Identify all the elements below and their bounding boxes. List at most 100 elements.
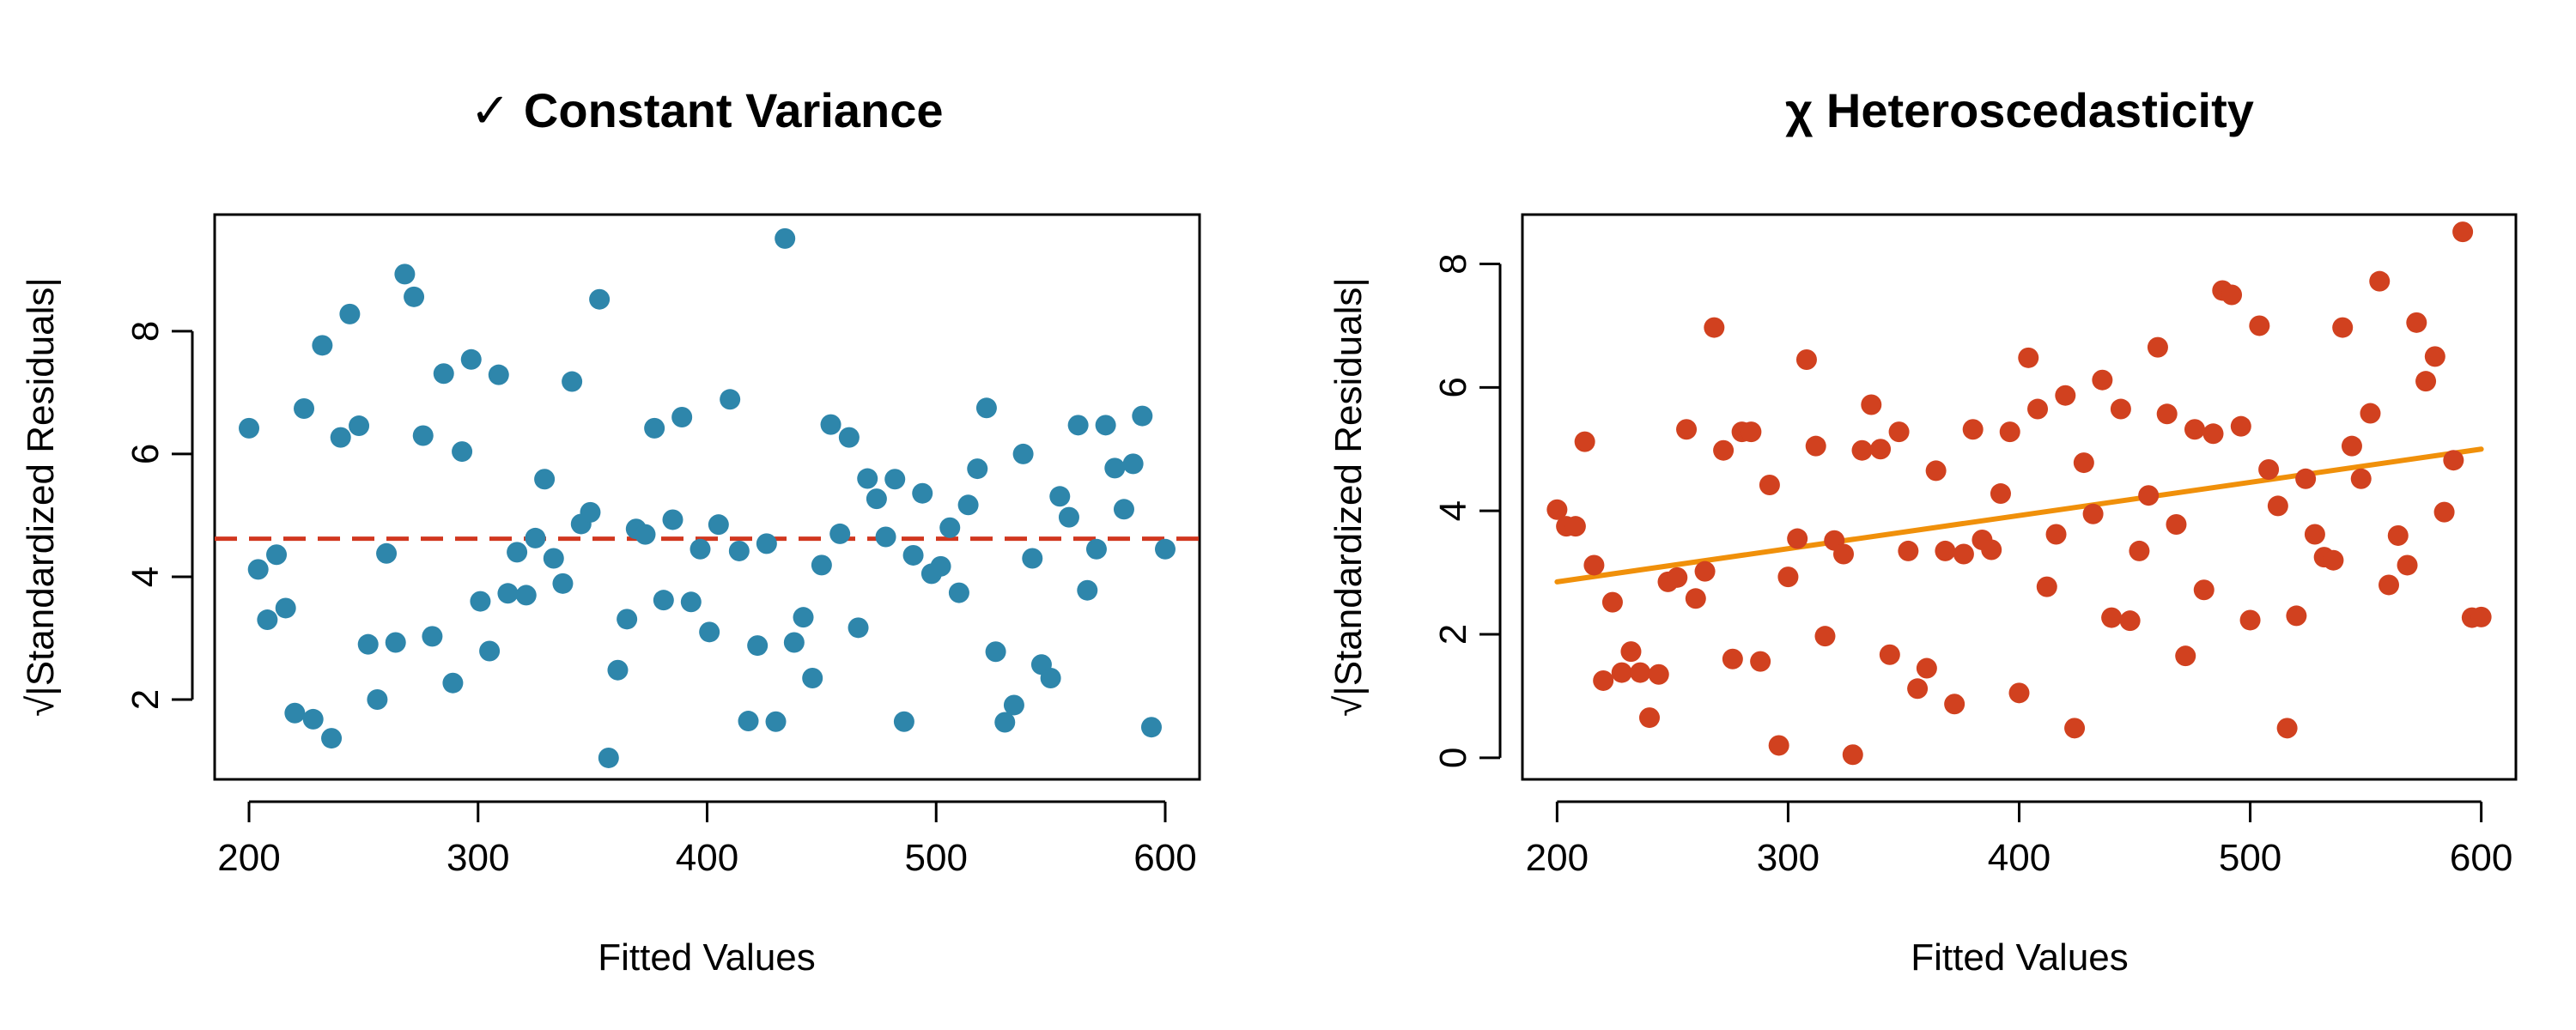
trend-line xyxy=(1554,446,2484,585)
chart-title: χ Heteroscedasticity xyxy=(1785,83,2254,137)
data-point xyxy=(1104,457,1126,479)
data-point xyxy=(975,397,997,419)
data-point xyxy=(2433,501,2455,523)
y-tick-label: 2 xyxy=(1432,624,1474,645)
data-point xyxy=(1759,474,1780,495)
data-point xyxy=(811,554,832,576)
data-point xyxy=(2156,403,2178,425)
data-point xyxy=(2082,503,2104,524)
data-point xyxy=(2147,336,2168,358)
x-tick-label: 400 xyxy=(676,837,738,879)
data-point xyxy=(2110,398,2131,420)
data-point xyxy=(2369,270,2391,292)
x-tick-label: 500 xyxy=(905,837,968,879)
data-point xyxy=(2055,385,2076,406)
data-point xyxy=(2406,312,2427,333)
data-point xyxy=(1935,540,1956,561)
data-point xyxy=(2360,403,2381,424)
data-point xyxy=(239,417,260,439)
data-point xyxy=(534,469,556,490)
data-point xyxy=(2008,682,2030,704)
data-point xyxy=(2350,468,2372,489)
data-point xyxy=(515,585,537,606)
data-point xyxy=(1140,717,1162,738)
data-point xyxy=(644,417,665,439)
data-point xyxy=(884,469,906,490)
data-point xyxy=(1022,548,1043,569)
data-point xyxy=(738,711,759,732)
data-point xyxy=(1750,651,1771,672)
data-point xyxy=(275,597,296,619)
y-axis-label: √|Standardized Residuals| xyxy=(1327,277,1370,717)
y-tick-label: 8 xyxy=(125,321,167,342)
x-axis: 200 300 400 500 600 xyxy=(217,800,1197,879)
chart-title: ✓ Constant Variance xyxy=(470,83,943,137)
data-point xyxy=(2092,369,2113,391)
data-point xyxy=(349,415,370,437)
data-point xyxy=(385,632,406,653)
data-point xyxy=(552,573,574,594)
data-point xyxy=(1851,439,1873,461)
data-point xyxy=(1704,317,1725,338)
data-point xyxy=(1574,431,1595,452)
x-tick-label: 400 xyxy=(1988,837,2050,879)
data-point xyxy=(2323,549,2344,571)
data-point xyxy=(2045,524,2067,545)
data-point xyxy=(1805,435,1826,457)
data-point xyxy=(2397,554,2418,576)
data-point xyxy=(1085,538,1107,560)
y-axis: 0 2 4 6 8 xyxy=(1432,253,1502,768)
data-point xyxy=(1095,415,1116,436)
data-point xyxy=(783,632,805,653)
data-point xyxy=(1768,735,1789,756)
data-point xyxy=(422,626,443,647)
data-point xyxy=(635,524,656,545)
data-point xyxy=(902,544,924,566)
data-point xyxy=(2101,607,2123,628)
x-axis-label: Fitted Values xyxy=(1911,936,2129,978)
plot-frame xyxy=(213,213,1201,781)
data-point xyxy=(312,335,333,356)
data-point xyxy=(1833,543,1855,565)
data-point xyxy=(321,728,343,749)
data-point xyxy=(2073,452,2094,474)
y-axis: 2 4 6 8 xyxy=(125,321,194,710)
data-point xyxy=(497,583,519,604)
data-point xyxy=(1990,483,2011,505)
data-point xyxy=(1713,439,1735,461)
data-point xyxy=(284,702,306,724)
data-point xyxy=(2470,606,2492,627)
data-point xyxy=(793,607,814,628)
data-point xyxy=(957,494,979,516)
data-point xyxy=(2424,346,2445,367)
chart-panel-heteroscedasticity: χ Heteroscedasticity 200 300 400 500 600 0 2 4… xyxy=(1327,83,2518,978)
data-point xyxy=(2018,347,2039,368)
data-point xyxy=(433,363,454,385)
data-point xyxy=(525,527,546,548)
data-point xyxy=(893,711,914,732)
y-axis-label: √|Standardized Residuals| xyxy=(20,277,62,717)
data-point xyxy=(294,398,315,420)
points-layer xyxy=(239,227,1176,768)
data-point xyxy=(2129,540,2150,561)
data-point xyxy=(728,540,750,561)
data-point xyxy=(1113,499,1134,520)
data-point xyxy=(939,517,961,538)
data-point xyxy=(2387,524,2409,546)
data-point xyxy=(1154,538,1176,560)
data-point xyxy=(1630,662,1651,683)
y-tick-label: 4 xyxy=(1432,500,1474,521)
x-tick-label: 300 xyxy=(447,837,509,879)
data-point xyxy=(2249,315,2270,336)
data-point xyxy=(488,364,509,385)
data-point xyxy=(1953,543,1974,565)
data-point xyxy=(747,635,769,657)
data-point xyxy=(302,708,324,730)
data-point xyxy=(699,621,720,643)
data-point xyxy=(1795,348,1817,370)
data-point xyxy=(1593,670,1614,691)
data-point xyxy=(1040,667,1061,688)
y-tick-label: 6 xyxy=(1432,377,1474,397)
data-point xyxy=(653,590,674,611)
data-point xyxy=(775,227,796,249)
